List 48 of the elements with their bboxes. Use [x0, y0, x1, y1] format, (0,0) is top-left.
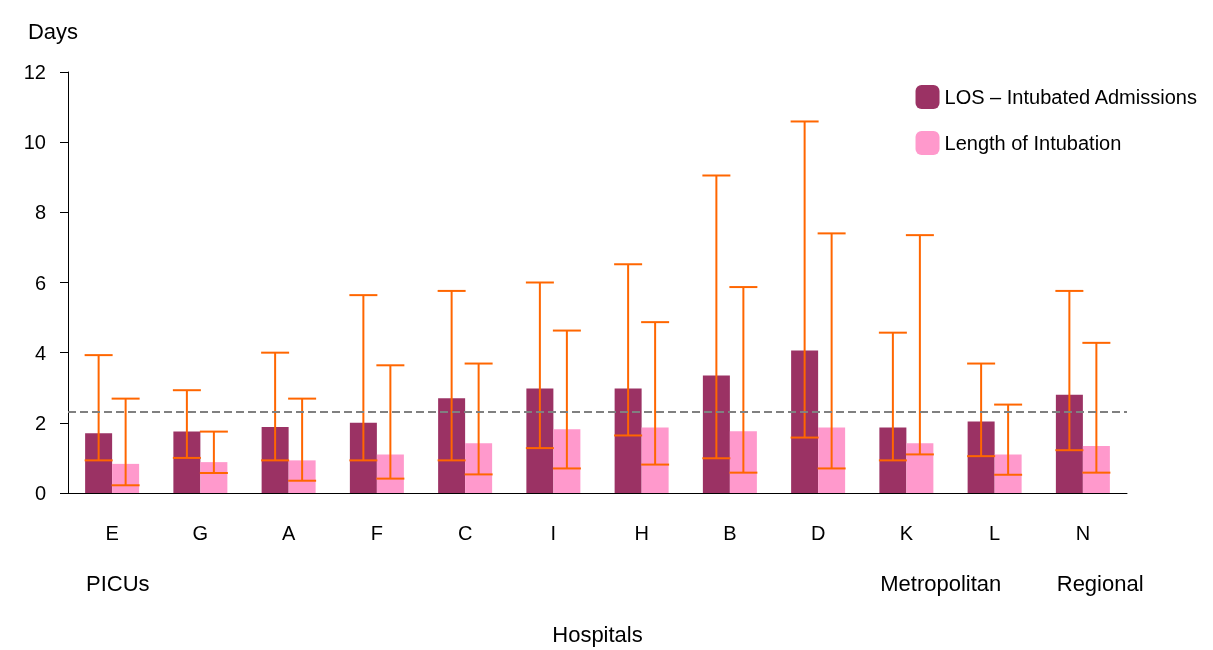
bar [438, 398, 466, 493]
legend-label: Length of Intubation [944, 132, 1122, 154]
bar [994, 454, 1022, 493]
x-tick-label: B [723, 522, 737, 544]
bar [729, 431, 757, 493]
legend-label: LOS – Intubated Admissions [944, 86, 1197, 108]
text: PICUs [86, 570, 150, 596]
y-tick-label: 2 [34, 411, 46, 434]
bar [1055, 394, 1083, 493]
bar [967, 421, 995, 493]
bar [702, 375, 730, 493]
x-tick-label: H [634, 522, 649, 544]
bar [1082, 445, 1110, 493]
x-tick-label: A [281, 522, 296, 544]
bar [614, 388, 642, 493]
x-tick-label: G [192, 522, 209, 544]
bar [879, 427, 907, 493]
x-tick-label: N [1075, 522, 1091, 544]
x-tick-label: D [810, 522, 826, 544]
bar [906, 443, 934, 493]
text: Regional [1056, 570, 1144, 596]
x-tick-label: K [899, 522, 914, 544]
x-tick-label: C [457, 522, 473, 544]
bar [465, 443, 493, 493]
bar [553, 429, 581, 493]
bar [173, 431, 201, 493]
x-axis-title: Hospitals [552, 621, 643, 647]
y-tick-label: 4 [34, 341, 46, 364]
bar [526, 388, 554, 493]
bar [376, 454, 404, 493]
y-tick-label: 12 [23, 61, 46, 83]
x-tick-label: E [105, 522, 119, 544]
y-tick-label: 10 [23, 131, 46, 154]
x-tick-label: I [550, 522, 557, 544]
bar [791, 350, 819, 493]
y-axis-title: Days [27, 18, 79, 44]
bar [85, 433, 113, 493]
bar [200, 462, 228, 493]
x-tick-label: L [989, 522, 1001, 544]
y-tick-label: 6 [34, 271, 46, 294]
y-tick-label: 8 [34, 201, 46, 224]
bar [261, 427, 289, 493]
bar [349, 422, 377, 493]
bar [641, 427, 669, 493]
x-tick-label: F [370, 522, 383, 544]
y-tick-label: 0 [34, 482, 46, 504]
bar [818, 427, 846, 493]
text: Metropolitan [880, 570, 1002, 596]
